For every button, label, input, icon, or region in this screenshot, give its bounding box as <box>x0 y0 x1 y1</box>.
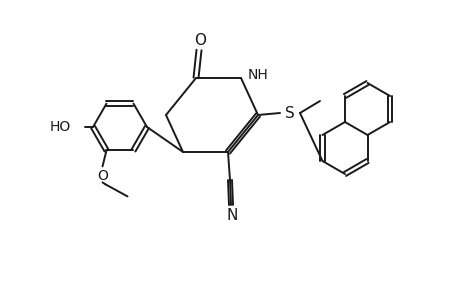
Text: N: N <box>226 208 237 223</box>
Text: NH: NH <box>247 68 268 82</box>
Text: O: O <box>97 169 108 183</box>
Text: HO: HO <box>50 120 71 134</box>
Text: S: S <box>285 106 294 121</box>
Text: O: O <box>194 32 206 47</box>
